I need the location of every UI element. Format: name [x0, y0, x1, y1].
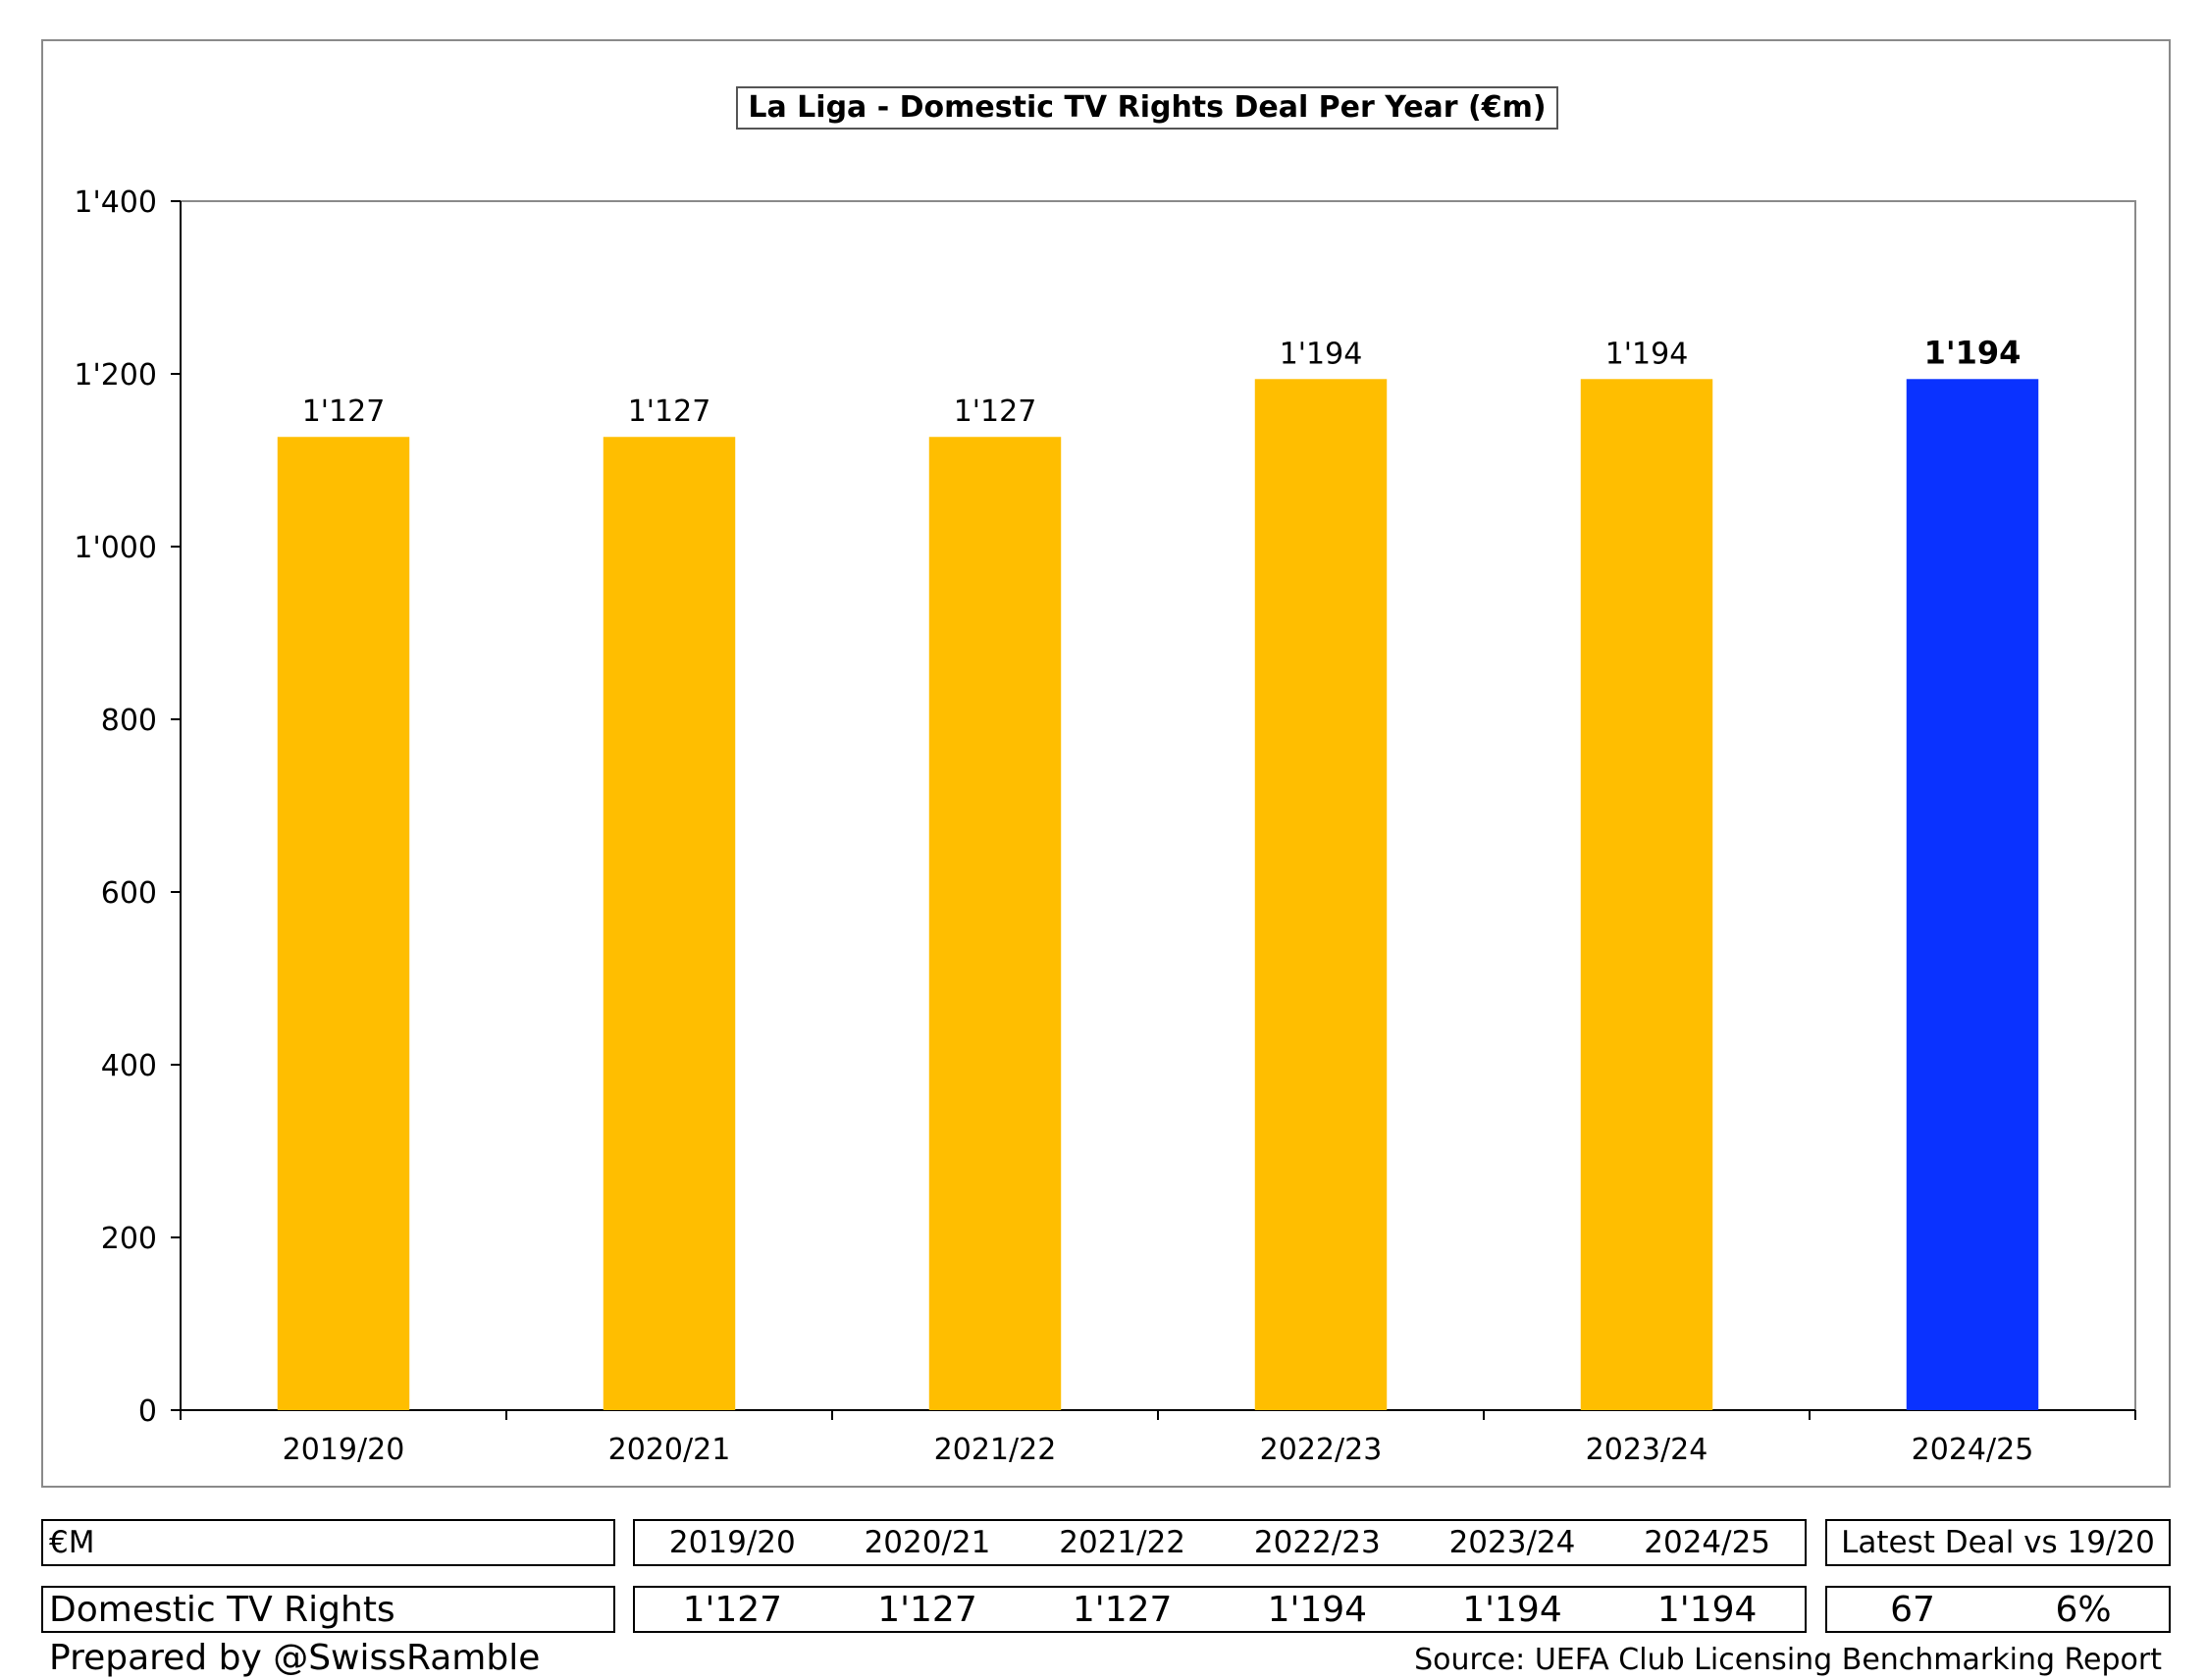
data-label: 1'194 [1924, 334, 2022, 371]
data-label: 1'127 [302, 394, 386, 429]
table-change-abs: 67 [1890, 1589, 1935, 1630]
table-value-cell: 1'127 [1072, 1589, 1173, 1630]
table-change-box: 67 6% [1825, 1586, 2171, 1633]
table-value-cell: 1'127 [877, 1589, 977, 1630]
x-tick-label: 2019/20 [283, 1433, 405, 1467]
bars [277, 379, 2039, 1410]
y-tick-label: 1'200 [74, 358, 157, 393]
y-axis: 0 200 400 600 800 1'000 1'200 1'400 [74, 185, 182, 1429]
table-value-cell: 1'194 [1267, 1589, 1368, 1630]
table-years-box: 2019/20 2020/21 2021/22 2022/23 2023/24 2024/… [633, 1519, 1807, 1566]
table-year-header: 2019/20 [668, 1525, 796, 1560]
y-tick-label: 400 [101, 1049, 157, 1083]
table-year-header: 2023/24 [1448, 1525, 1576, 1560]
y-tick-label: 800 [101, 704, 157, 738]
table-row-label-box: Domestic TV Rights [41, 1586, 615, 1633]
data-label: 1'194 [1605, 337, 1689, 371]
prepared-by: Prepared by @SwissRamble [49, 1638, 541, 1678]
table-value-cell: 1'194 [1656, 1589, 1758, 1630]
x-tick-label: 2023/24 [1586, 1433, 1708, 1467]
chart-title: La Liga - Domestic TV Rights Deal Per Ye… [736, 86, 1558, 130]
table-comparison-header: Latest Deal vs 19/20 [1841, 1525, 2155, 1560]
table-value-cell: 1'127 [682, 1589, 783, 1630]
bar-2022-23 [1254, 379, 1388, 1410]
x-tick-label: 2020/21 [608, 1433, 731, 1467]
data-label: 1'127 [954, 394, 1037, 429]
y-tick-label: 0 [138, 1394, 157, 1429]
table-row-label: Domestic TV Rights [49, 1589, 395, 1630]
x-tick-label: 2021/22 [934, 1433, 1057, 1467]
bar-2020-21 [603, 437, 736, 1410]
table-unit-label: €M [49, 1525, 95, 1560]
bar-2023-24 [1580, 379, 1713, 1410]
bar-2024-25 [1906, 379, 2039, 1410]
plot-area [180, 200, 2136, 1411]
data-label: 1'194 [1280, 337, 1363, 371]
y-tick-label: 1'000 [74, 531, 157, 565]
table-comparison-header-box: Latest Deal vs 19/20 [1825, 1519, 2171, 1566]
bar-2019-20 [277, 437, 410, 1410]
bar-chart: 0 200 400 600 800 1'000 1'200 1'400 2019/20 2020… [74, 185, 2136, 1467]
y-tick-label: 200 [101, 1222, 157, 1256]
table-values-box: 1'127 1'127 1'127 1'194 1'194 1'194 [633, 1586, 1807, 1633]
table-value-cell: 1'194 [1462, 1589, 1562, 1630]
x-axis: 2019/20 2020/21 2021/22 2022/23 2023/24 2024/… [180, 1409, 2136, 1467]
table-year-header: 2024/25 [1644, 1525, 1771, 1560]
y-tick-label: 1'400 [74, 185, 157, 220]
table-year-header: 2021/22 [1059, 1525, 1186, 1560]
x-tick-label: 2024/25 [1912, 1433, 2034, 1467]
source-note: Source: UEFA Club Licensing Benchmarking… [1414, 1643, 2162, 1677]
x-tick-label: 2022/23 [1260, 1433, 1383, 1467]
table-unit-box: €M [41, 1519, 615, 1566]
table-year-header: 2020/21 [864, 1525, 991, 1560]
table-year-header: 2022/23 [1253, 1525, 1381, 1560]
data-labels: 1'127 1'127 1'127 1'194 1'194 1'194 [302, 334, 2022, 429]
y-tick-label: 600 [101, 876, 157, 911]
data-label: 1'127 [628, 394, 711, 429]
bar-2021-22 [928, 437, 1062, 1410]
table-change-pct: 6% [2055, 1589, 2112, 1630]
